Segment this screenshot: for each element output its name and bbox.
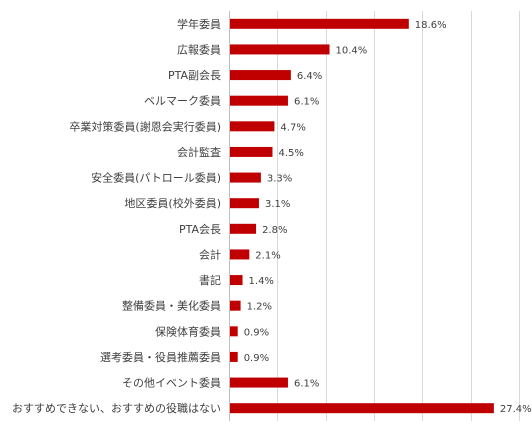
bar	[230, 223, 257, 234]
value-label: 18.6%	[415, 20, 447, 31]
value-label: 3.1%	[265, 199, 290, 210]
category-label: 会計	[199, 247, 221, 261]
category-label: 保険体育委員	[155, 324, 221, 338]
value-label: 6.4%	[297, 71, 322, 82]
gridlines	[277, 11, 520, 421]
bars	[230, 18, 494, 414]
bar	[230, 351, 238, 362]
category-label: 会計監査	[177, 145, 221, 159]
category-label: 選考委員・役員推薦委員	[100, 350, 221, 364]
category-label: その他イベント委員	[122, 377, 221, 390]
value-label: 6.1%	[294, 97, 319, 108]
bar	[230, 249, 250, 260]
bar	[230, 326, 238, 337]
bar	[230, 95, 288, 106]
category-label: 書記	[199, 273, 221, 287]
bar	[230, 172, 261, 183]
value-label: 10.4%	[336, 45, 368, 56]
bar	[230, 198, 259, 209]
value-label: 1.4%	[249, 276, 274, 287]
value-label: 6.1%	[294, 379, 319, 390]
bar	[230, 403, 494, 414]
category-label: 地区委員(校外委員)	[124, 196, 221, 210]
value-label: 2.8%	[262, 225, 287, 236]
value-labels: 18.6% 10.4% 6.4% 6.1% 4.7% 4.5% 3.3% 3.1% 2.8% 2.…	[244, 20, 532, 415]
value-label: 4.5%	[279, 148, 304, 159]
category-label: おすすめできない、おすすめの役職はない	[12, 401, 221, 415]
bar	[230, 44, 330, 55]
bar	[230, 300, 241, 311]
value-label: 3.3%	[267, 174, 292, 185]
value-label: 27.4%	[500, 404, 532, 415]
bar	[230, 377, 288, 388]
category-label: 卒業対策委員(謝恩会実行委員)	[69, 119, 221, 133]
bar	[230, 18, 409, 29]
value-label: 4.7%	[280, 122, 305, 133]
category-label: 広報委員	[177, 43, 221, 56]
category-label: 整備委員・美化委員	[122, 299, 221, 313]
category-label: PTA会長	[179, 223, 221, 236]
category-label: 安全委員(パトロール委員)	[91, 171, 221, 185]
value-label: 0.9%	[244, 353, 269, 364]
bar	[230, 146, 273, 157]
value-label: 2.1%	[255, 250, 280, 261]
value-label: 1.2%	[247, 302, 272, 313]
bar	[230, 275, 243, 286]
value-label: 0.9%	[244, 327, 269, 338]
bar	[230, 70, 291, 81]
category-label: ベルマーク委員	[144, 95, 221, 108]
category-label: 学年委員	[177, 17, 221, 31]
category-label: PTA副会長	[168, 69, 221, 82]
bar	[230, 121, 275, 132]
